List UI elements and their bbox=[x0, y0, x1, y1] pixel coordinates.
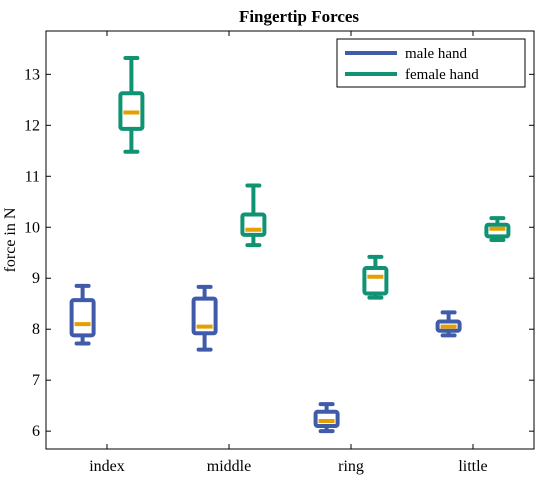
box-female-hand-little bbox=[484, 216, 511, 242]
plot-area-frame bbox=[45, 30, 535, 450]
box-female-hand-middle bbox=[240, 183, 267, 248]
series-male-hand bbox=[69, 283, 462, 434]
x-tick-label-little: little bbox=[458, 458, 487, 475]
x-tick-label-index: index bbox=[89, 458, 125, 475]
legend: male hand female hand bbox=[336, 38, 526, 88]
y-tick-label: 10 bbox=[24, 219, 40, 236]
box-iqr bbox=[69, 298, 96, 338]
box-male-hand-index bbox=[69, 283, 96, 346]
series-female-hand bbox=[118, 56, 511, 300]
y-tick-label: 13 bbox=[24, 66, 40, 83]
chart-title: Fingertip Forces bbox=[239, 7, 359, 26]
legend-label-male-hand: male hand bbox=[405, 46, 468, 62]
box-male-hand-middle bbox=[191, 284, 218, 352]
y-tick-label: 6 bbox=[32, 423, 40, 440]
y-axis-label: force in N bbox=[2, 207, 19, 272]
box-series-group bbox=[69, 56, 511, 434]
y-tick-label: 11 bbox=[25, 168, 40, 185]
box-iqr bbox=[362, 266, 389, 296]
y-tick-label: 9 bbox=[32, 270, 40, 287]
y-axis: 6 7 8 9 10 11 12 13 bbox=[24, 66, 534, 440]
box-iqr bbox=[313, 409, 340, 429]
box-female-hand-ring bbox=[362, 254, 389, 300]
box-iqr bbox=[240, 212, 267, 237]
box-iqr bbox=[191, 296, 218, 336]
y-tick-label: 8 bbox=[32, 321, 40, 338]
box-female-hand-index bbox=[118, 56, 145, 154]
y-tick-label: 12 bbox=[24, 117, 40, 134]
y-tick-label: 7 bbox=[32, 372, 40, 389]
x-axis: index middle ring little bbox=[89, 31, 488, 475]
x-tick-label-middle: middle bbox=[207, 458, 251, 475]
box-male-hand-ring bbox=[313, 402, 340, 434]
legend-box bbox=[336, 38, 526, 88]
legend-label-female-hand: female hand bbox=[405, 67, 479, 83]
x-tick-label-ring: ring bbox=[338, 458, 364, 475]
box-male-hand-little bbox=[435, 310, 462, 338]
